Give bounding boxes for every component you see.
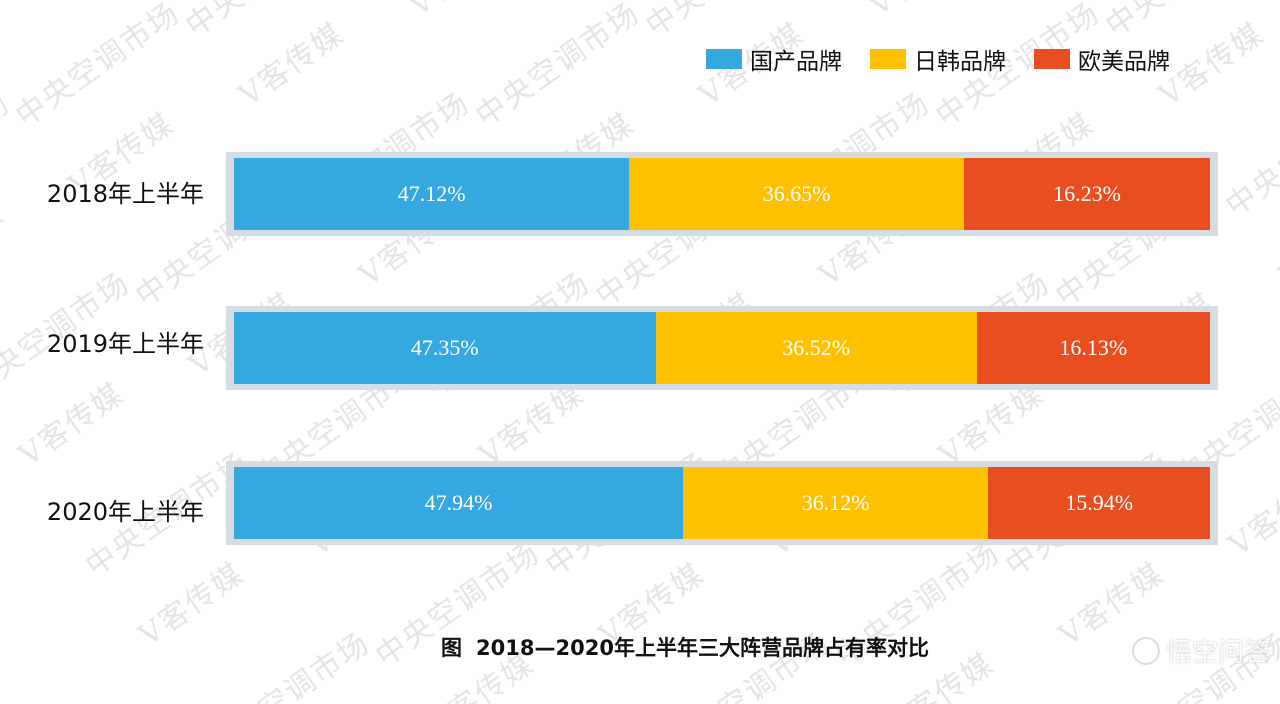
legend-item-domestic: 国产品牌 xyxy=(706,42,842,76)
bar-segments: 47.35% 36.52% 16.13% xyxy=(234,312,1210,384)
segment-domestic: 47.12% xyxy=(234,158,630,230)
brand-watermark: 悟空问答 xyxy=(1131,632,1270,669)
segment-domestic: 47.94% xyxy=(234,467,683,539)
caption-text: 2018—2020年上半年三大阵营品牌占有率对比 xyxy=(476,636,929,660)
segment-domestic: 47.35% xyxy=(234,312,656,384)
row-label-2020: 2020年上半年 xyxy=(46,498,204,526)
legend-swatch-japan-korea xyxy=(870,49,906,69)
watermark-text: V客传媒 xyxy=(0,0,61,24)
watermark-text: V客传媒 xyxy=(858,0,981,24)
watermark-text: V客传媒 xyxy=(1272,196,1280,294)
bar-segments: 47.12% 36.65% 16.23% xyxy=(234,158,1210,230)
segment-japan-korea: 36.65% xyxy=(629,158,965,230)
watermark-text: 中央空调市场 xyxy=(1095,0,1278,45)
watermark-text: V客传媒 xyxy=(12,376,131,474)
bar-2018: 47.12% 36.65% 16.23% xyxy=(226,152,1218,236)
watermark-text: 中央空调市场 xyxy=(175,0,358,45)
caption-prefix: 图 xyxy=(441,636,463,660)
legend-label: 日韩品牌 xyxy=(914,49,1006,75)
segment-japan-korea: 36.12% xyxy=(682,467,989,539)
segment-europe-us: 15.94% xyxy=(988,467,1210,539)
legend-item-japan-korea: 日韩品牌 xyxy=(870,42,1006,76)
bar-segments: 47.94% 36.12% 15.94% xyxy=(234,467,1210,539)
row-label-2018: 2018年上半年 xyxy=(46,180,204,208)
watermark-text: 中央空调市场 xyxy=(9,0,187,135)
chart-caption: 图 2018—2020年上半年三大阵营品牌占有率对比 xyxy=(0,632,1280,662)
watermark-text: 中央空调市场 xyxy=(469,0,647,135)
bar-2019: 47.35% 36.52% 16.13% xyxy=(226,306,1218,390)
segment-japan-korea: 36.52% xyxy=(655,312,977,384)
watermark-text: 中央空调市场 xyxy=(635,0,818,45)
watermark-text: 中央空调市场 xyxy=(1219,85,1280,225)
chart-legend: 国产品牌 日韩品牌 欧美品牌 xyxy=(706,42,1198,76)
segment-europe-us: 16.13% xyxy=(976,312,1210,384)
legend-label: 欧美品牌 xyxy=(1078,49,1170,75)
watermark-text: V客传媒 xyxy=(232,16,351,114)
legend-swatch-europe-us xyxy=(1034,49,1070,69)
legend-label: 国产品牌 xyxy=(750,49,842,75)
brand-text: 悟空问答 xyxy=(1165,638,1270,668)
legend-swatch-domestic xyxy=(706,49,742,69)
brand-logo-icon xyxy=(1131,636,1160,665)
bar-2020: 47.94% 36.12% 15.94% xyxy=(226,461,1218,545)
row-label-2019: 2019年上半年 xyxy=(46,330,204,358)
watermark-text: V客传媒 xyxy=(398,0,521,24)
watermark-text: V客传媒 xyxy=(1222,466,1280,564)
legend-item-europe-us: 欧美品牌 xyxy=(1034,42,1170,76)
segment-europe-us: 16.23% xyxy=(964,158,1210,230)
